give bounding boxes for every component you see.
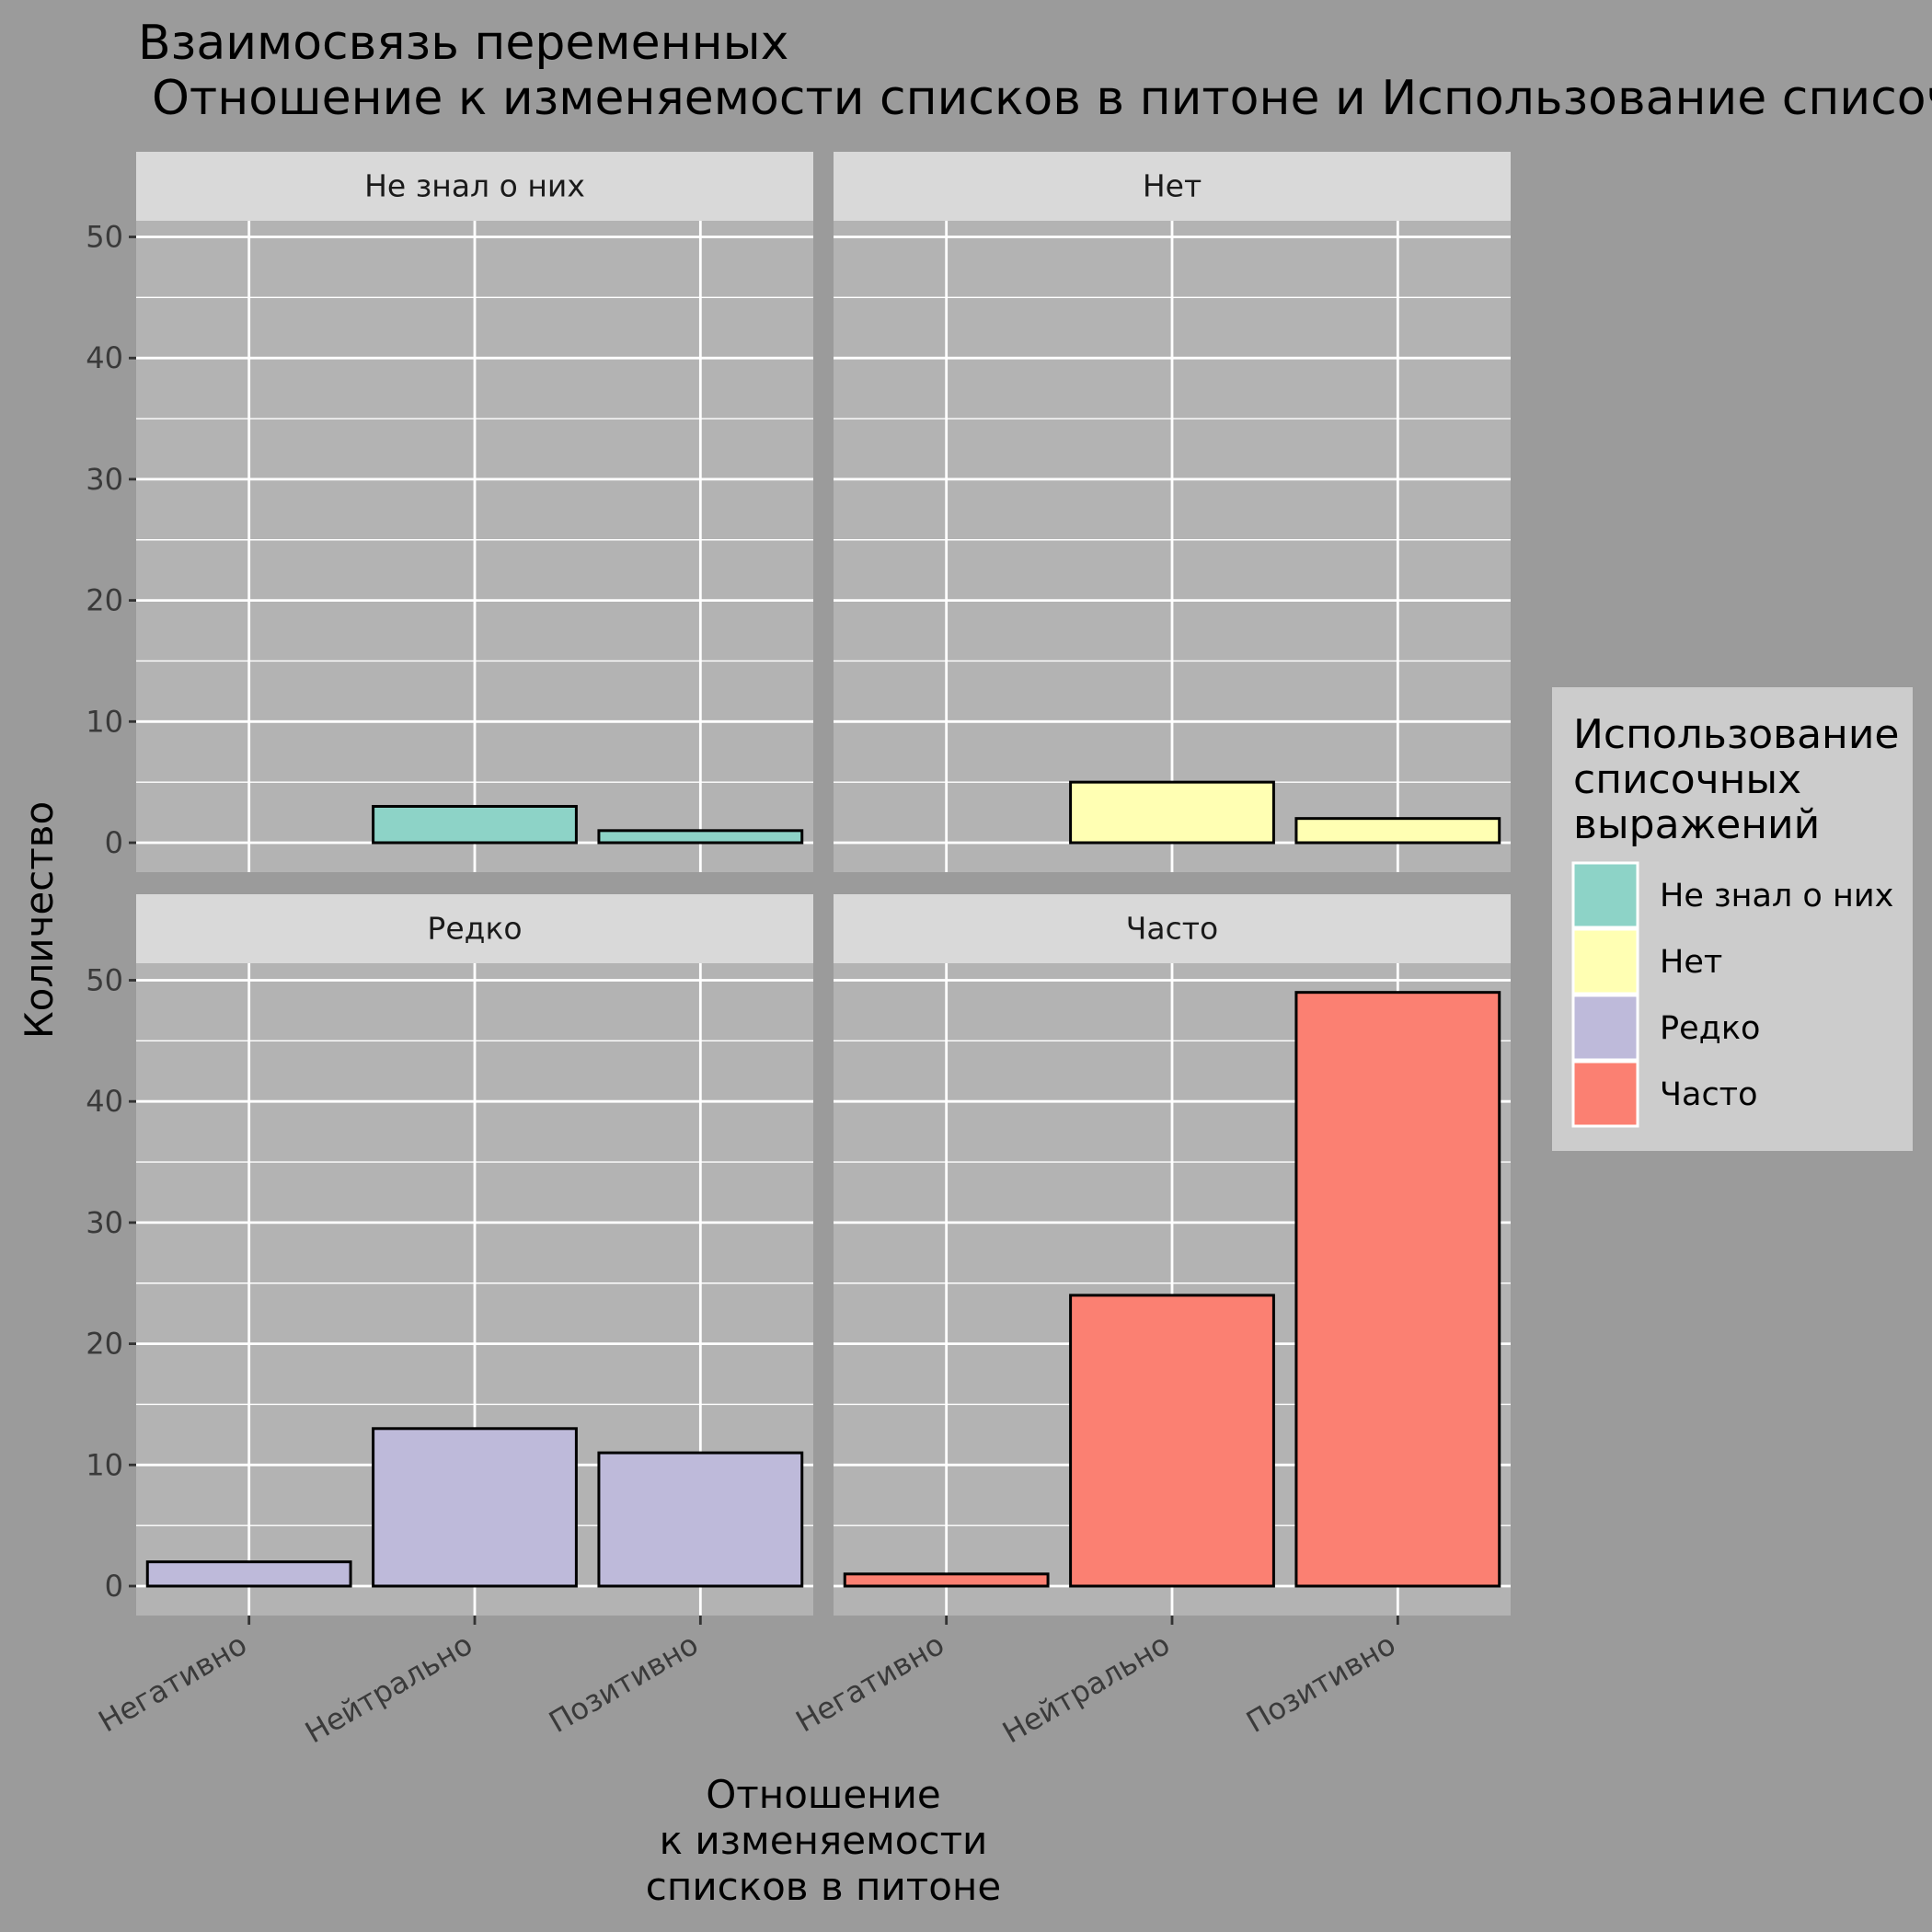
bar-нейтрально [1069,1294,1275,1588]
y-tick-label: 0 [105,825,123,860]
panel-редко: Редко [136,894,813,1616]
bar-позитивно [597,829,804,845]
bar-негативно [843,1572,1050,1588]
bar-позитивно [1294,817,1501,845]
legend-title-line-3: выражений [1573,801,1820,848]
x-axis-title-line-3: списков в питоне [646,1864,1001,1909]
facet-strip [136,152,813,221]
y-axis-title: Количество [17,801,62,1039]
y-tick-label: 50 [86,220,123,255]
y-tick-label: 30 [86,1205,123,1240]
bar-позитивно [597,1451,804,1588]
panel-нет: Нет [834,152,1511,872]
panel-не-знал-о-них: Не знал о них [136,152,813,872]
y-tick-label: 40 [86,340,123,375]
chart-title-line-1: Взаимосвязь переменных [138,16,788,71]
facet-strip-label: Нет [1143,168,1202,204]
y-tick-label: 10 [86,704,123,739]
bar-негативно [145,1560,352,1588]
y-tick-label: 40 [86,1084,123,1119]
facet-strip [136,894,813,963]
y-axes: 0 10 20 30 40 50 0 10 20 30 40 50 [86,220,136,1604]
legend-label: Не знал о них [1660,878,1893,914]
y-tick-label: 10 [86,1447,123,1482]
y-tick-label: 30 [86,462,123,497]
legend-swatch-часто [1571,1060,1639,1128]
facet-strip [834,152,1511,221]
bar-нейтрально [1069,780,1275,845]
legend-label: Часто [1660,1076,1758,1113]
facet-panels: Не знал о них Нет Редко Часто [136,152,1511,1616]
legend: Использование списочных выражений Не зна… [1552,687,1913,1151]
facet-strip [834,894,1511,963]
x-axis-title-line-2: к изменяемости [660,1818,988,1863]
legend-items: Не знал о них Нет Редко Часто [1571,861,1893,1128]
facet-strip-label: Не знал о них [364,168,585,204]
bar-нейтрально [372,1427,578,1588]
facet-strip-label: Часто [1126,911,1218,947]
x-axis-title: Отношение к изменяемости списков в питон… [646,1772,1001,1909]
y-tick-label: 50 [86,963,123,998]
legend-label: Редко [1660,1010,1760,1047]
y-tick-label: 0 [105,1569,123,1604]
legend-title-line-2: списочных [1573,756,1801,803]
y-tick-label: 20 [86,1327,123,1362]
x-axis-title-line-1: Отношение [706,1772,941,1817]
legend-title-line-1: Использование [1573,711,1900,758]
facet-strip-label: Редко [427,911,522,947]
legend-swatch-не-знал-о-них [1571,861,1639,929]
panel-часто: Часто [834,894,1511,1616]
chart-title-line-2: Отношение к изменяемости списков в питон… [152,71,1932,126]
legend-swatch-нет [1571,927,1639,995]
legend-swatch-редко [1571,994,1639,1062]
bar-нейтрально [372,804,578,845]
bar-позитивно [1294,991,1501,1588]
legend-label: Нет [1660,944,1722,981]
y-tick-label: 20 [86,583,123,618]
